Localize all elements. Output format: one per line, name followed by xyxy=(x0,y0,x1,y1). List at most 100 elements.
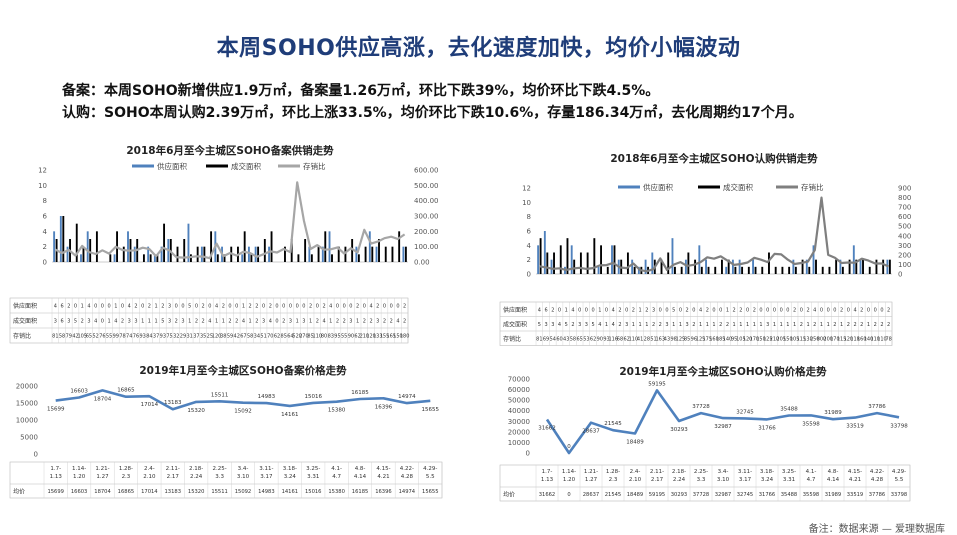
supply-bar xyxy=(187,223,190,262)
price-data-label: 18489 xyxy=(626,439,644,445)
category-label: 4.22-4.28 xyxy=(870,469,884,483)
data-table-cell: 5 xyxy=(672,307,675,313)
supply-bar xyxy=(59,216,62,262)
supply-bar xyxy=(631,259,634,274)
price-line xyxy=(545,389,900,455)
data-table-cell: 85 xyxy=(281,334,287,340)
price-table-cell: 15092 xyxy=(235,489,252,495)
deal-bar xyxy=(633,266,636,274)
stock-ratio-line xyxy=(539,196,890,273)
deal-bar xyxy=(868,266,871,274)
data-table-cell: 2 xyxy=(645,307,648,313)
data-table-cell: 41 xyxy=(637,336,643,342)
y-tick-label: 4 xyxy=(43,228,48,236)
category-label: 3.4-3.10 xyxy=(717,469,730,483)
supply-bar xyxy=(792,259,795,274)
data-table-cell: 2 xyxy=(860,307,863,313)
deal-bar xyxy=(727,259,730,274)
supply-bar xyxy=(254,246,257,262)
deal-bar xyxy=(122,246,125,262)
price-table-cell: 28637 xyxy=(583,492,600,498)
price-data-label: 16865 xyxy=(117,388,135,394)
supply-bar xyxy=(731,259,734,274)
data-table-cell: 3 xyxy=(544,322,547,328)
data-table-cell: 68 xyxy=(617,336,623,342)
data-table-cell: 59 xyxy=(227,334,233,340)
data-table-cell: 90 xyxy=(597,336,603,342)
deal-bar xyxy=(216,254,219,262)
data-table-cell: 69 xyxy=(543,336,549,342)
data-table-cell: 42 xyxy=(234,334,240,340)
y2-tick-label: 600.00 xyxy=(414,167,439,175)
deal-bar xyxy=(815,259,817,274)
y-tick-label: 50000 xyxy=(508,397,530,405)
deal-bar xyxy=(673,266,676,274)
data-table-cell: 800 xyxy=(817,336,827,342)
data-table-cell: 2 xyxy=(376,304,379,310)
price-table-cell: 16396 xyxy=(375,489,392,495)
supply-bar xyxy=(368,231,371,262)
price-data-label: 33798 xyxy=(890,423,908,429)
data-table-cell: 1 xyxy=(679,322,682,328)
price-data-label: 21545 xyxy=(604,421,622,427)
legend-label-supply: 供应面积 xyxy=(157,161,187,171)
deal-bar xyxy=(600,245,602,274)
data-table-cell: 35 xyxy=(200,334,206,340)
data-table-cell: 3 xyxy=(376,319,379,325)
data-table-cell: 0 xyxy=(659,307,662,313)
deal-bar xyxy=(835,259,838,274)
data-table-cell: 116 xyxy=(608,336,618,342)
y-tick-label: 10 xyxy=(522,199,531,207)
deal-bar xyxy=(364,246,367,262)
deal-bar xyxy=(613,245,616,274)
price-table-cell: 13183 xyxy=(165,489,182,495)
price-data-label: 28637 xyxy=(582,429,600,435)
data-table-cell: 2 xyxy=(571,322,574,328)
data-table-cell: 1 xyxy=(81,304,84,310)
data-table-cell: 2 xyxy=(860,322,863,328)
data-table-cell: 0 xyxy=(880,307,883,313)
price-data-label: 17014 xyxy=(141,402,159,408)
y-tick-label: 0 xyxy=(527,271,531,279)
deal-bar xyxy=(95,231,98,262)
data-table-cell: 160 xyxy=(857,336,867,342)
subscription-supply-sales-chart: 2018年6月至今主城区SOHO认购供销走势 供应面积 成交面积 存销比 0 2 4 6 8 10… xyxy=(499,150,920,346)
deal-bar xyxy=(317,246,320,262)
data-table-cell: 170 xyxy=(830,336,840,342)
category-label: 4.22-4.28 xyxy=(400,466,414,480)
deal-bar xyxy=(680,266,683,274)
data-table-cell: 0 xyxy=(228,304,231,310)
data-table-cell: 62 xyxy=(354,334,360,340)
price-data-label: 15699 xyxy=(47,407,65,413)
data-table-cell: 105 xyxy=(790,336,800,342)
data-table-cell: 4 xyxy=(369,304,372,310)
data-table-cell: 85 xyxy=(307,334,313,340)
data-table-cell: 1 xyxy=(296,319,299,325)
category-label: 4.8-4.14 xyxy=(354,466,367,480)
data-table-cell: 2 xyxy=(202,304,205,310)
deal-bar xyxy=(734,266,737,274)
category-label: 1.7-1.13 xyxy=(50,466,63,480)
data-table-cell: 0 xyxy=(282,304,285,310)
deal-bar xyxy=(210,231,213,262)
y-tick-label: 2 xyxy=(527,256,531,264)
y-tick-label: 8 xyxy=(527,213,531,221)
legend-label-supply: 供应面积 xyxy=(643,182,673,192)
data-table-row-label: 供应面积 xyxy=(503,306,527,314)
data-table-cell: 1 xyxy=(773,322,776,328)
deal-bar xyxy=(553,252,555,274)
data-table-cell: 5 xyxy=(188,304,191,310)
data-table-cell: 37 xyxy=(153,334,159,340)
price-table-cell: 17014 xyxy=(141,489,158,495)
data-table-cell: 4 xyxy=(114,319,117,325)
data-table-cell: 1 xyxy=(329,319,332,325)
data-table-cell: 4 xyxy=(242,319,245,325)
category-label: 3.4-3.10 xyxy=(237,466,250,480)
data-table-cell: 0 xyxy=(316,304,319,310)
data-table-cell: 180 xyxy=(400,334,410,340)
data-table-cell: 1 xyxy=(188,319,191,325)
y2-tick-label: 400 xyxy=(898,232,911,240)
data-table-cell: 3 xyxy=(67,319,70,325)
supply-bar xyxy=(852,245,855,274)
data-table-cell: 120 xyxy=(366,334,376,340)
